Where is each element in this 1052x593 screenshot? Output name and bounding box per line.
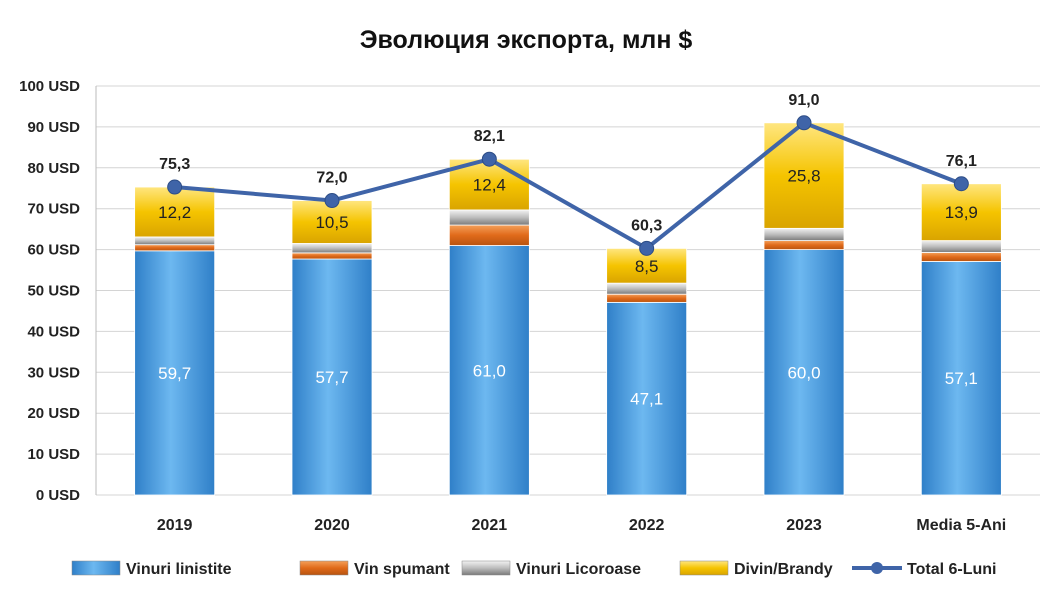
bar-vin-spumant bbox=[606, 293, 688, 303]
y-tick-label: 90 USD bbox=[27, 119, 80, 136]
bar-vin-spumant bbox=[763, 240, 845, 251]
bar-vinuri-licoroase bbox=[291, 243, 373, 254]
bar-divin-brandy bbox=[763, 122, 845, 229]
legend-label: Total 6-Luni bbox=[907, 561, 996, 578]
bar-vin-spumant bbox=[134, 244, 216, 252]
segment-value-label: 57,7 bbox=[315, 368, 348, 387]
y-tick-label: 20 USD bbox=[27, 405, 80, 422]
segment-value-label: 8,5 bbox=[635, 257, 659, 276]
bar-vinuri-linistite bbox=[134, 250, 216, 496]
chart-title: Эволюция экспорта, млн $ bbox=[359, 26, 693, 54]
legend-swatch bbox=[679, 560, 729, 576]
bar-vin-spumant bbox=[291, 252, 373, 260]
bar-divin-brandy bbox=[920, 183, 1002, 242]
x-tick-label: 2022 bbox=[629, 517, 665, 534]
segment-value-label: 12,2 bbox=[158, 203, 191, 222]
bar-vin-spumant bbox=[448, 224, 530, 246]
total-marker bbox=[953, 176, 969, 192]
segment-value-label: 47,1 bbox=[630, 390, 663, 409]
bar-vinuri-linistite bbox=[920, 261, 1002, 496]
total-line bbox=[174, 120, 963, 251]
legend-swatch bbox=[71, 560, 121, 576]
total-marker bbox=[324, 193, 340, 209]
total-value-label: 75,3 bbox=[159, 156, 190, 173]
segment-value-label: 12,4 bbox=[473, 176, 506, 195]
segment-value-label: 60,0 bbox=[787, 363, 820, 382]
legend-marker bbox=[871, 562, 883, 574]
total-value-label: 91,0 bbox=[788, 92, 819, 109]
y-tick-label: 40 USD bbox=[27, 323, 80, 340]
segment-value-label: 25,8 bbox=[787, 167, 820, 186]
legend-label: Vin spumant bbox=[354, 561, 450, 578]
y-tick-label: 60 USD bbox=[27, 242, 80, 259]
total-marker bbox=[796, 115, 812, 131]
x-tick-label: 2021 bbox=[472, 517, 508, 534]
segment-value-label: 61,0 bbox=[473, 361, 506, 380]
total-marker bbox=[639, 240, 655, 256]
segment-value-label: 57,1 bbox=[945, 369, 978, 388]
bar-divin-brandy bbox=[134, 186, 216, 238]
legend-label: Divin/Brandy bbox=[734, 561, 833, 578]
legend-swatch bbox=[299, 560, 349, 576]
y-tick-label: 70 USD bbox=[27, 201, 80, 218]
bar-vinuri-licoroase bbox=[920, 240, 1002, 253]
y-tick-label: 30 USD bbox=[27, 364, 80, 381]
x-tick-label: 2020 bbox=[314, 517, 350, 534]
segment-value-label: 59,7 bbox=[158, 364, 191, 383]
y-tick-label: 100 USD bbox=[19, 78, 80, 95]
bar-vinuri-licoroase bbox=[606, 282, 688, 295]
bar-vin-spumant bbox=[920, 252, 1002, 262]
y-tick-label: 10 USD bbox=[27, 446, 80, 463]
bar-vinuri-licoroase bbox=[763, 227, 845, 242]
legend-label: Vinuri Licoroase bbox=[516, 561, 641, 578]
y-tick-label: 50 USD bbox=[27, 283, 80, 300]
bar-vinuri-linistite bbox=[448, 245, 530, 496]
legend-swatch bbox=[461, 560, 511, 576]
bar-vinuri-linistite bbox=[291, 258, 373, 496]
total-value-label: 72,0 bbox=[316, 170, 347, 187]
x-tick-label: 2023 bbox=[786, 517, 822, 534]
bar-vinuri-licoroase bbox=[134, 236, 216, 246]
x-tick-label: Media 5-Ani bbox=[916, 517, 1006, 534]
total-value-label: 60,3 bbox=[631, 217, 662, 234]
total-value-label: 82,1 bbox=[474, 128, 505, 145]
bar-vinuri-linistite bbox=[763, 249, 845, 496]
total-marker bbox=[167, 179, 183, 195]
y-tick-label: 0 USD bbox=[36, 487, 80, 504]
segment-value-label: 13,9 bbox=[945, 203, 978, 222]
legend-label: Vinuri linistite bbox=[126, 561, 232, 578]
segment-value-label: 10,5 bbox=[315, 213, 348, 232]
x-tick-label: 2019 bbox=[157, 517, 193, 534]
bar-vinuri-licoroase bbox=[448, 209, 530, 226]
total-marker bbox=[481, 151, 497, 167]
total-value-label: 76,1 bbox=[946, 153, 977, 170]
y-tick-label: 80 USD bbox=[27, 160, 80, 177]
